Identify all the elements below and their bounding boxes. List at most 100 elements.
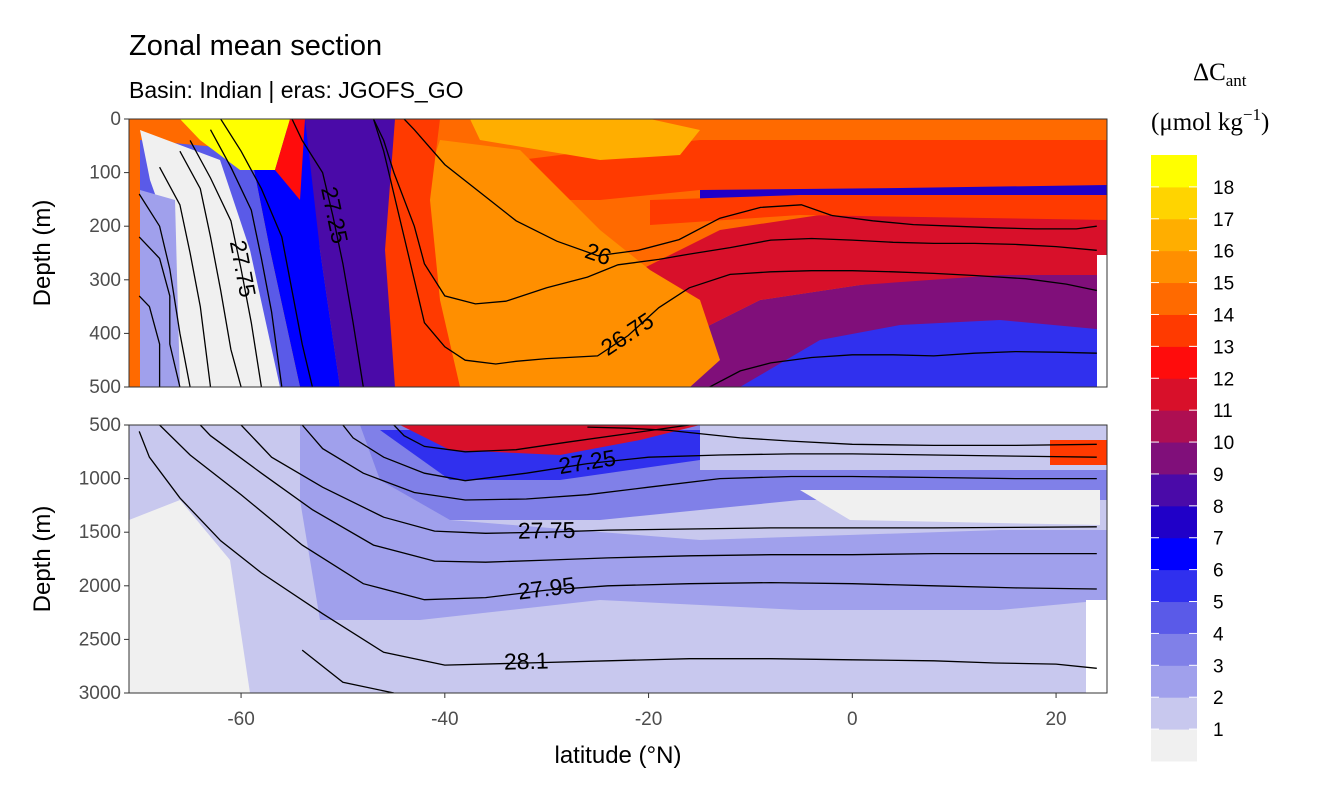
colorbar-title-sup: −1 — [1243, 105, 1261, 124]
contour-line — [342, 425, 1097, 482]
colorbar-label: 17 — [1213, 210, 1234, 231]
colorbar-swatch — [1151, 314, 1197, 347]
contour-line — [189, 140, 263, 387]
x-axis: -60 -40 -20 0 20 — [227, 693, 1067, 730]
colorbar-swatch — [1151, 601, 1197, 634]
colorbar-label: 2 — [1213, 688, 1224, 709]
contour-line — [138, 295, 161, 387]
colorbar-label: 8 — [1213, 497, 1224, 518]
y-tick-label: 400 — [89, 323, 121, 344]
colorbar-swatch — [1151, 250, 1197, 284]
colorbar-swatch — [1151, 665, 1197, 698]
colorbar-swatch — [1151, 218, 1197, 252]
y-axis-upper: 0 100 200 300 400 500 — [89, 109, 129, 398]
colorbar-label: 16 — [1213, 242, 1234, 263]
upper-field-front-red — [380, 119, 460, 387]
contour-line — [199, 425, 1097, 563]
upper-field-south-white — [140, 130, 280, 387]
upper-field-missing — [1097, 255, 1107, 387]
upper-field-front-purple — [300, 119, 395, 387]
colorbar-swatch — [1151, 155, 1197, 188]
x-tick-label: -60 — [227, 709, 254, 730]
contour-line — [403, 119, 833, 257]
y-tick-label: 500 — [89, 377, 121, 398]
lower-field-missing — [1086, 600, 1107, 693]
contour-line — [159, 425, 1097, 601]
colorbar-swatch — [1151, 410, 1197, 443]
colorbar-label: 3 — [1213, 656, 1224, 677]
y-axis-label-upper: Depth (m) — [29, 200, 56, 307]
colorbar-swatch — [1151, 282, 1197, 315]
y-tick-label: 0 — [110, 109, 121, 130]
colorbar-swatch — [1151, 729, 1197, 762]
colorbar-label: 1 — [1213, 720, 1224, 741]
contour-line — [372, 119, 1097, 305]
y-tick-label: 500 — [89, 415, 121, 436]
upper-field-red — [600, 210, 1107, 387]
lower-field-red-top — [400, 425, 700, 455]
contour-line — [138, 193, 191, 387]
y-tick-label: 2000 — [79, 576, 121, 597]
upper-field-blue-deep — [700, 300, 1107, 387]
y-axis-label-lower: Depth (m) — [29, 506, 56, 613]
chart-subtitle: Basin: Indian | eras: JGOFS_GO — [129, 77, 464, 103]
contour-line — [179, 150, 242, 387]
upper-field-red-band — [650, 195, 1107, 225]
contour-line — [587, 426, 1097, 447]
upper-field-orange-core — [420, 140, 720, 387]
colorbar-swatch — [1151, 442, 1197, 475]
contour-label: 27.75 — [518, 517, 576, 544]
y-tick-label: 100 — [89, 163, 121, 184]
contour-line — [209, 129, 283, 387]
contour-line — [220, 119, 314, 387]
upper-field-yellow — [180, 119, 290, 170]
x-tick-label: 0 — [847, 709, 858, 730]
colorbar-label: 5 — [1213, 593, 1224, 614]
colorbar-swatch — [1151, 346, 1197, 379]
contour-line — [372, 119, 1097, 365]
contour-line — [301, 649, 395, 693]
colorbar-label: 9 — [1213, 465, 1224, 486]
contour-line — [393, 425, 690, 453]
x-axis-label: latitude (°N) — [555, 742, 682, 769]
colorbar-title-line2: (μmol kg−1) — [1151, 105, 1269, 136]
colorbar-swatch — [1151, 473, 1197, 507]
y-tick-label: 2500 — [79, 629, 121, 650]
colorbar-swatch — [1151, 505, 1197, 539]
colorbar-title-close: ) — [1261, 109, 1269, 136]
colorbar-swatch — [1151, 633, 1197, 666]
colorbar-label: 12 — [1213, 369, 1234, 390]
colorbar-swatch — [1151, 186, 1197, 220]
y-tick-label: 1500 — [79, 522, 121, 543]
colorbar-label: 11 — [1213, 401, 1233, 422]
y-tick-label: 300 — [89, 270, 121, 291]
colorbar-label: 4 — [1213, 624, 1224, 645]
contour-line — [138, 236, 181, 387]
colorbar-swatch — [1151, 697, 1197, 730]
lower-field-red-east — [1050, 440, 1107, 465]
colorbar-swatch — [1151, 537, 1197, 571]
colorbar-title-symbol: ΔC — [1193, 59, 1226, 86]
x-tick-label: 20 — [1045, 709, 1066, 730]
colorbar-swatch — [1151, 569, 1197, 603]
colorbar-label: 15 — [1213, 274, 1234, 295]
lower-field-white-south — [129, 500, 250, 693]
chart-title: Zonal mean section — [129, 30, 382, 62]
lower-field-mid-blue — [300, 425, 1107, 620]
colorbar-title-sub: ant — [1226, 71, 1247, 90]
upper-field-front-blue — [250, 119, 340, 387]
x-tick-label: -20 — [635, 709, 662, 730]
colorbar-title-unit: (μmol kg — [1151, 109, 1243, 136]
upper-panel-frame — [128, 118, 1108, 388]
upper-field-gold — [470, 119, 700, 160]
colorbar-label: 6 — [1213, 561, 1224, 582]
contour-line — [291, 119, 364, 387]
contour-line — [301, 425, 1097, 501]
contour-label: 28.1 — [504, 647, 549, 674]
contour-line — [159, 166, 212, 387]
lower-field-white-east — [800, 490, 1100, 525]
colorbar-label: 7 — [1213, 529, 1224, 550]
